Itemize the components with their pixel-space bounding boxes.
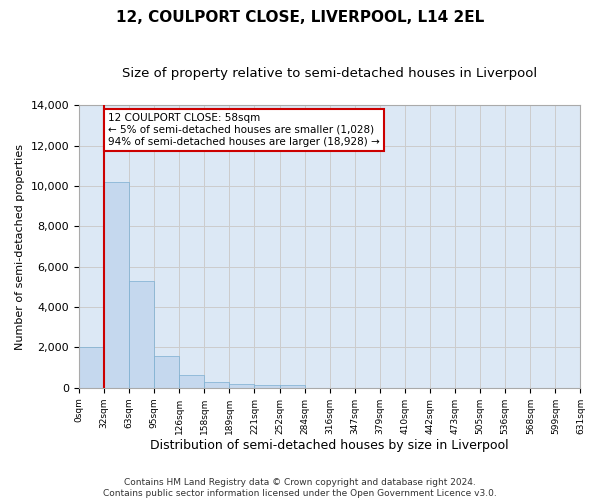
Text: Contains HM Land Registry data © Crown copyright and database right 2024.
Contai: Contains HM Land Registry data © Crown c… (103, 478, 497, 498)
Text: 12, COULPORT CLOSE, LIVERPOOL, L14 2EL: 12, COULPORT CLOSE, LIVERPOOL, L14 2EL (116, 10, 484, 25)
Bar (179, 376, 205, 388)
Bar (79, 348, 104, 388)
Bar (154, 356, 179, 388)
Text: 12 COULPORT CLOSE: 58sqm
← 5% of semi-detached houses are smaller (1,028)
94% of: 12 COULPORT CLOSE: 58sqm ← 5% of semi-de… (108, 114, 379, 146)
X-axis label: Distribution of semi-detached houses by size in Liverpool: Distribution of semi-detached houses by … (151, 440, 509, 452)
Bar (129, 281, 154, 388)
Title: Size of property relative to semi-detached houses in Liverpool: Size of property relative to semi-detach… (122, 68, 537, 80)
Y-axis label: Number of semi-detached properties: Number of semi-detached properties (15, 144, 25, 350)
Bar (205, 382, 229, 388)
Bar (229, 384, 254, 388)
Bar (254, 384, 280, 388)
Bar (280, 385, 305, 388)
Bar (104, 182, 129, 388)
